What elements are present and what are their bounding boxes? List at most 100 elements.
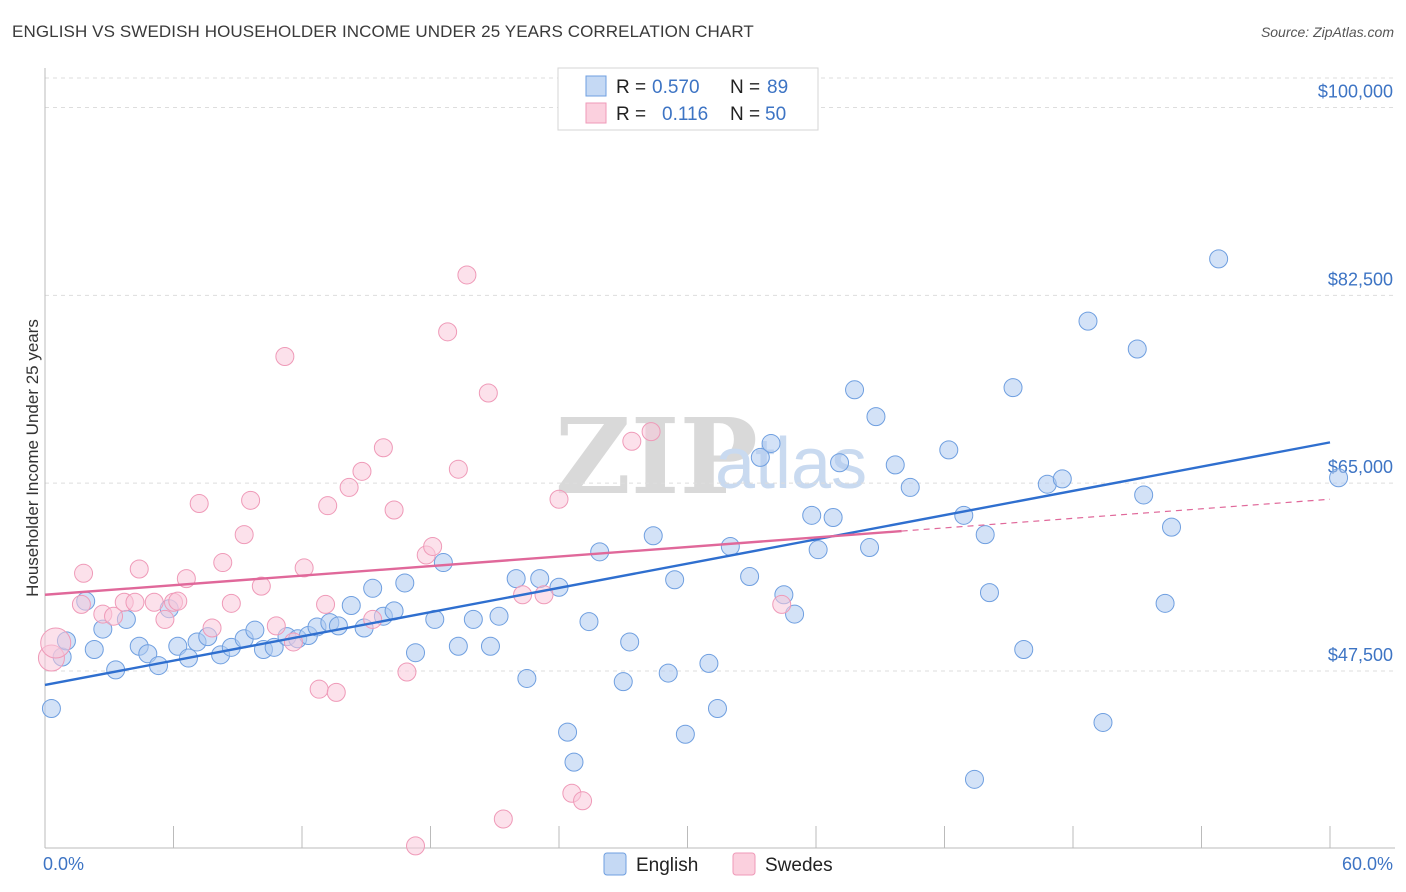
swedes-point-48	[622, 431, 642, 451]
english-point-75	[964, 769, 984, 789]
english-point-45	[558, 722, 578, 742]
y-tick-label-0: $47,500	[1328, 645, 1393, 665]
english-point-58	[740, 567, 760, 587]
swedes-point-21	[266, 616, 286, 636]
swedes-point-50	[772, 594, 792, 614]
english-point-37	[448, 636, 468, 656]
swedes-point-32	[373, 438, 393, 458]
english-point-36	[433, 553, 453, 573]
trend-line-english	[44, 441, 1331, 687]
english-point-40	[489, 606, 509, 626]
chart-title: ENGLISH VS SWEDISH HOUSEHOLDER INCOME UN…	[12, 22, 754, 41]
english-point-86	[1162, 517, 1182, 537]
swedes-point-12	[168, 591, 188, 611]
english-point-66	[830, 453, 850, 473]
english-point-76	[975, 525, 995, 545]
swedes-point-14	[189, 494, 209, 514]
swedes-point-16	[213, 553, 233, 573]
swedes-point-42	[493, 809, 513, 829]
legend-n-value-english: 89	[767, 77, 788, 98]
swedes-point-27	[318, 496, 338, 516]
legend-r-label-english: R =	[616, 77, 646, 98]
legend-n-label-english: N =	[730, 77, 760, 98]
x-tick-labels: 0.0% 60.0%	[43, 854, 1393, 874]
english-point-77	[979, 583, 999, 603]
source-credit: Source: ZipAtlas.com	[1260, 24, 1394, 40]
swedes-point-49	[641, 422, 661, 442]
english-point-27	[328, 616, 348, 636]
swedes-point-10	[155, 609, 175, 629]
english-point-38	[463, 609, 483, 629]
english-point-83	[1127, 339, 1147, 359]
trend-line-swedes	[44, 529, 902, 596]
y-tick-label-2: $82,500	[1328, 269, 1393, 289]
legend-n-label-swedes: N =	[730, 104, 760, 125]
english-point-71	[900, 477, 920, 497]
english-point-0	[41, 698, 61, 718]
english-point-81	[1078, 311, 1098, 331]
swedes-point-2	[71, 594, 91, 614]
swedes-point-38	[438, 322, 458, 342]
bottom-legend-label-swedes: Swedes	[765, 855, 833, 876]
swedes-point-20	[251, 576, 271, 596]
swedes-point-5	[104, 606, 124, 626]
swedes-point-33	[384, 500, 404, 520]
english-point-85	[1155, 593, 1175, 613]
english-point-46	[564, 752, 584, 772]
english-point-55	[699, 653, 719, 673]
swedes-point-22	[275, 347, 295, 367]
bottom-legend-swatch-english	[603, 852, 627, 876]
y-axis-label: Householder Income Under 25 years	[23, 319, 42, 597]
gridlines	[45, 77, 1395, 672]
english-point-19	[245, 620, 265, 640]
english-point-87	[1209, 249, 1229, 269]
swedes-point-37	[423, 536, 443, 556]
legend-r-value-swedes: 0.116	[662, 104, 708, 125]
swedes-point-15	[202, 618, 222, 638]
english-point-63	[802, 505, 822, 525]
swedes-point-41	[478, 383, 498, 403]
english-point-51	[643, 526, 663, 546]
english-point-65	[823, 507, 843, 527]
english-point-72	[939, 440, 959, 460]
swedes-point-24	[294, 558, 314, 578]
english-point-50	[620, 632, 640, 652]
watermark: ZIP atlas	[555, 395, 867, 518]
swedes-point-45	[549, 489, 569, 509]
swedes-point-17	[221, 593, 241, 613]
english-point-82	[1093, 712, 1113, 732]
y-tick-labels: $47,500$65,000$82,500$100,000	[1318, 82, 1393, 665]
english-point-70	[885, 455, 905, 475]
trend-line-swedes-extension	[901, 498, 1331, 532]
swedes-point-19	[241, 490, 261, 510]
series-english-points	[41, 249, 1349, 789]
swedes-point-1	[40, 627, 72, 659]
swedes-point-9	[144, 592, 164, 612]
y-tick-label-3: $100,000	[1318, 82, 1393, 102]
swedes-point-8	[129, 559, 149, 579]
legend-n-value-swedes: 50	[765, 104, 786, 125]
swedes-point-39	[448, 459, 468, 479]
legend-r-value-english: 0.570	[652, 77, 700, 98]
english-point-33	[395, 573, 415, 593]
english-point-52	[658, 663, 678, 683]
english-point-4	[84, 639, 104, 659]
english-point-74	[1003, 378, 1023, 398]
english-point-78	[1014, 639, 1034, 659]
bottom-legend-label-english: English	[636, 855, 698, 876]
swedes-point-34	[397, 662, 417, 682]
legend-swatch-english	[585, 75, 607, 97]
swedes-point-40	[457, 265, 477, 285]
trend-lines	[44, 441, 1331, 687]
english-point-88	[1329, 468, 1349, 488]
english-point-84	[1134, 485, 1154, 505]
english-point-54	[675, 724, 695, 744]
swedes-point-28	[326, 682, 346, 702]
swedes-point-30	[352, 461, 372, 481]
english-point-48	[590, 542, 610, 562]
english-point-62	[785, 604, 805, 624]
series-swedes-points	[37, 265, 792, 856]
watermark-zip: ZIP	[555, 395, 758, 518]
english-point-43	[530, 569, 550, 589]
